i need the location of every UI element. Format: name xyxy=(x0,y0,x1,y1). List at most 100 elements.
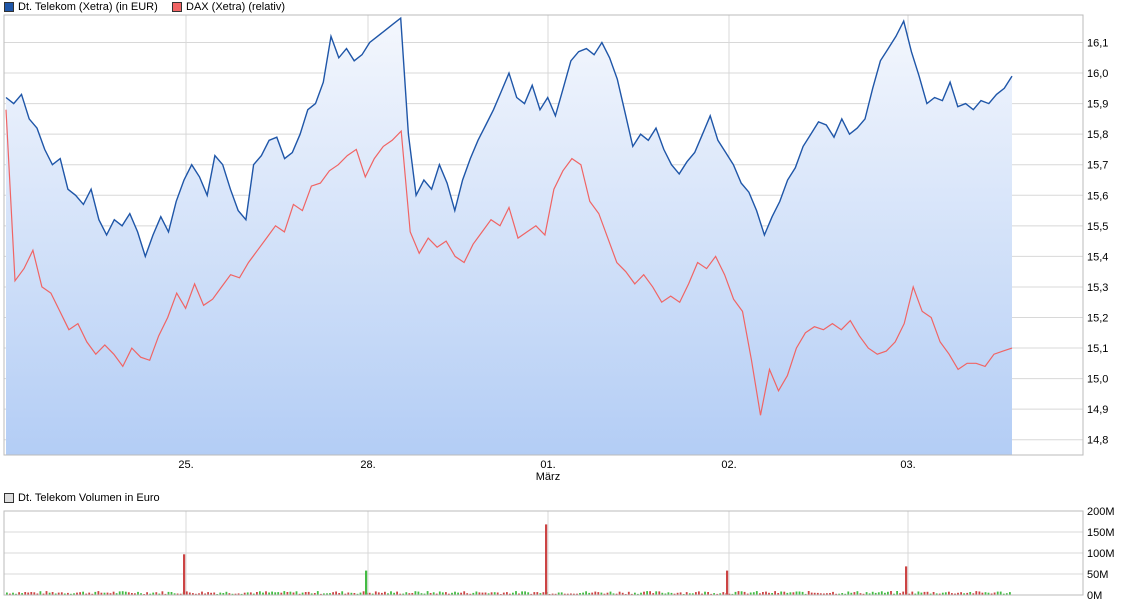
volume-bar xyxy=(359,592,362,595)
volume-bar xyxy=(990,593,993,595)
volume-bar xyxy=(749,592,752,595)
volume-bar xyxy=(1002,593,1005,595)
volume-bar xyxy=(161,591,164,595)
volume-bar xyxy=(582,592,584,595)
volume-bar xyxy=(908,593,911,595)
legend-label-dax: DAX (Xetra) (relativ) xyxy=(186,1,286,13)
volume-bar xyxy=(871,591,874,595)
volume-bar xyxy=(152,592,155,595)
volume-bar xyxy=(819,593,822,595)
volume-bar xyxy=(649,591,651,595)
x-axis-labels: 25. 28. 01. 02. 03. März xyxy=(178,459,915,483)
volume-bar xyxy=(911,591,914,595)
volume-bar xyxy=(21,593,23,595)
volume-bar xyxy=(222,593,225,595)
volume-bar xyxy=(771,593,773,595)
volume-bar xyxy=(140,593,142,595)
volume-bar xyxy=(783,591,786,595)
volume-bar xyxy=(445,592,447,595)
volume-bar xyxy=(149,593,152,595)
volume-bar xyxy=(941,592,944,595)
volume-bar xyxy=(1005,593,1008,595)
volume-bar xyxy=(899,593,901,595)
y-tick-label: 15,8 xyxy=(1087,129,1108,141)
volume-bar xyxy=(231,593,234,595)
volume-bar xyxy=(27,592,30,595)
volume-bar xyxy=(780,591,783,595)
volume-bar xyxy=(420,593,423,595)
volume-bar xyxy=(94,591,97,595)
volume-bar xyxy=(978,591,981,595)
volume-bar xyxy=(320,593,322,595)
volume-bar xyxy=(85,593,88,595)
volume-bar xyxy=(374,591,377,595)
volume-bar xyxy=(884,592,886,595)
volume-bar xyxy=(67,592,69,595)
volume-bar xyxy=(615,593,618,595)
volume-bar xyxy=(984,592,987,595)
volume-bar xyxy=(478,592,481,595)
volume-bar xyxy=(948,591,950,595)
volume-bar xyxy=(999,591,1002,595)
volume-bar xyxy=(252,593,255,595)
volume-bar xyxy=(530,593,533,595)
volume-bar xyxy=(554,593,557,595)
volume-bar xyxy=(704,591,706,595)
volume-bar xyxy=(60,592,63,595)
volume-bar xyxy=(816,592,819,595)
y-tick-label: 14,9 xyxy=(1087,404,1108,416)
volume-bar xyxy=(426,591,429,595)
volume-bar xyxy=(969,592,972,595)
volume-bar xyxy=(310,593,313,595)
volume-bar xyxy=(795,591,798,595)
volume-bar xyxy=(594,591,597,595)
volume-bar xyxy=(441,592,444,595)
volume-bar xyxy=(938,593,941,595)
volume-bar xyxy=(362,591,365,595)
volume-bar xyxy=(707,592,709,595)
volume-bar xyxy=(801,591,804,595)
y-tick-label: 16,0 xyxy=(1087,68,1108,80)
volume-bar xyxy=(423,593,426,595)
volume-bar xyxy=(240,593,243,595)
volume-bar xyxy=(103,592,106,595)
volume-bar xyxy=(384,591,386,595)
volume-bar xyxy=(371,593,374,595)
volume-bar xyxy=(313,593,316,595)
volume-bar xyxy=(887,591,889,595)
y-tick-label: 16,1 xyxy=(1087,38,1108,50)
volume-bar xyxy=(167,591,170,595)
volume-bar xyxy=(176,593,179,595)
vol-y-tick-label: 100M xyxy=(1087,548,1115,560)
volume-bar xyxy=(856,591,859,595)
volume-bar xyxy=(381,592,383,595)
volume-bar xyxy=(646,591,648,595)
volume-bar xyxy=(344,593,347,595)
volume-bars xyxy=(6,524,1011,595)
volume-bar xyxy=(752,592,755,595)
price-area xyxy=(6,18,1012,455)
volume-bar xyxy=(777,593,780,595)
volume-bar xyxy=(368,592,371,595)
volume-bar xyxy=(963,593,965,595)
volume-y-labels: 200M 150M 100M 50M 0M xyxy=(1087,506,1115,602)
volume-bar xyxy=(490,592,493,595)
volume-bar xyxy=(307,591,310,595)
volume-bar xyxy=(804,593,807,595)
dax-line xyxy=(5,109,1013,416)
volume-bar xyxy=(877,592,880,595)
volume-bar xyxy=(944,592,947,595)
volume-bar xyxy=(829,593,831,595)
volume-bar xyxy=(24,592,27,595)
volume-bar xyxy=(512,592,514,595)
volume-bar xyxy=(533,592,536,595)
volume-bar xyxy=(515,591,517,595)
volume-bar xyxy=(48,592,51,595)
volume-bar xyxy=(935,593,938,595)
volume-bar xyxy=(655,591,658,595)
volume-bar xyxy=(295,591,298,595)
volume-bar xyxy=(438,591,441,595)
volume-bar xyxy=(396,591,398,595)
volume-bar xyxy=(195,593,197,595)
volume-bar xyxy=(496,592,499,595)
